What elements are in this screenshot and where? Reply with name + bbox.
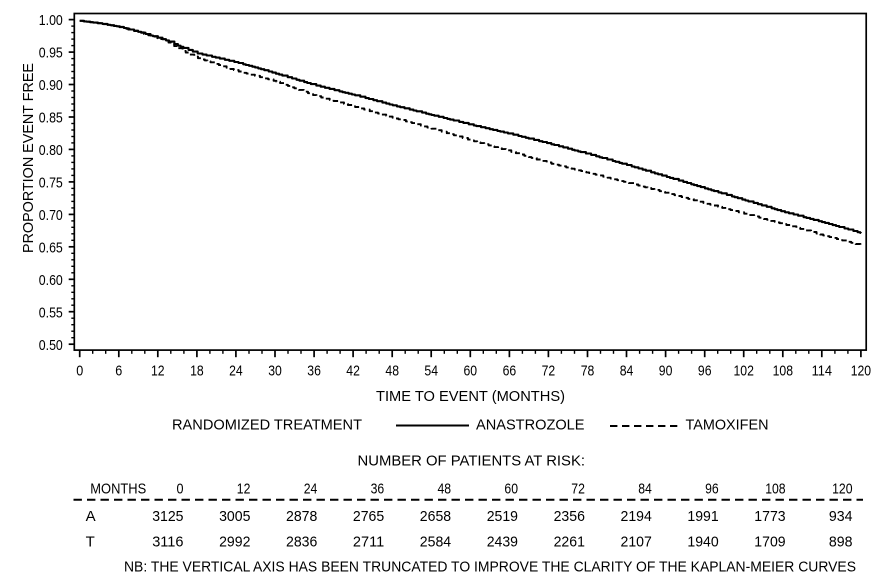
svg-text:2584: 2584 [420, 534, 451, 551]
svg-text:48: 48 [385, 363, 399, 380]
svg-text:2261: 2261 [554, 534, 585, 551]
svg-text:90: 90 [659, 363, 673, 380]
svg-text:30: 30 [268, 363, 282, 380]
svg-text:2107: 2107 [621, 534, 652, 551]
svg-text:12: 12 [237, 480, 251, 497]
svg-text:ANASTROZOLE: ANASTROZOLE [476, 416, 585, 433]
svg-text:0.95: 0.95 [39, 45, 63, 62]
svg-text:36: 36 [307, 363, 321, 380]
svg-text:0.70: 0.70 [39, 207, 63, 224]
svg-text:2765: 2765 [353, 508, 384, 525]
svg-text:108: 108 [773, 363, 793, 380]
svg-text:18: 18 [190, 363, 204, 380]
svg-text:PROPORTION EVENT FREE: PROPORTION EVENT FREE [20, 63, 37, 253]
svg-text:72: 72 [571, 480, 585, 497]
svg-text:NUMBER OF PATIENTS AT RISK:: NUMBER OF PATIENTS AT RISK: [358, 452, 586, 469]
svg-text:1940: 1940 [687, 534, 718, 551]
svg-text:60: 60 [464, 363, 478, 380]
svg-text:48: 48 [438, 480, 452, 497]
svg-text:78: 78 [581, 363, 595, 380]
svg-text:0.75: 0.75 [39, 175, 63, 192]
svg-text:2356: 2356 [554, 508, 585, 525]
svg-text:0.85: 0.85 [39, 110, 63, 127]
svg-text:120: 120 [832, 480, 852, 497]
svg-text:TAMOXIFEN: TAMOXIFEN [686, 416, 769, 433]
svg-text:0.50: 0.50 [39, 337, 63, 354]
svg-text:12: 12 [151, 363, 165, 380]
svg-text:120: 120 [851, 363, 871, 380]
svg-text:84: 84 [638, 480, 652, 497]
svg-text:TIME TO EVENT (MONTHS): TIME TO EVENT (MONTHS) [376, 388, 565, 405]
svg-text:A: A [86, 508, 96, 525]
svg-text:1773: 1773 [754, 508, 785, 525]
svg-text:114: 114 [812, 363, 832, 380]
svg-text:60: 60 [504, 480, 518, 497]
svg-text:0.65: 0.65 [39, 239, 63, 256]
svg-text:934: 934 [829, 508, 853, 525]
svg-text:1709: 1709 [754, 534, 785, 551]
svg-text:2439: 2439 [487, 534, 518, 551]
svg-text:3116: 3116 [152, 534, 183, 551]
svg-text:0.80: 0.80 [39, 142, 63, 159]
svg-text:RANDOMIZED TREATMENT: RANDOMIZED TREATMENT [172, 416, 362, 433]
svg-text:102: 102 [734, 363, 754, 380]
svg-text:96: 96 [698, 363, 712, 380]
svg-text:0.55: 0.55 [39, 304, 63, 321]
svg-text:898: 898 [829, 534, 853, 551]
svg-text:108: 108 [765, 480, 785, 497]
svg-text:NB: THE VERTICAL AXIS HAS BEEN: NB: THE VERTICAL AXIS HAS BEEN TRUNCATED… [124, 558, 856, 575]
svg-text:2836: 2836 [286, 534, 317, 551]
svg-text:2658: 2658 [420, 508, 451, 525]
svg-text:0: 0 [76, 363, 83, 380]
svg-text:1991: 1991 [687, 508, 718, 525]
svg-text:2711: 2711 [353, 534, 384, 551]
svg-text:2519: 2519 [487, 508, 518, 525]
svg-text:0.60: 0.60 [39, 272, 63, 289]
svg-text:84: 84 [620, 363, 634, 380]
svg-text:MONTHS: MONTHS [90, 480, 146, 497]
svg-text:6: 6 [115, 363, 122, 380]
svg-text:0.90: 0.90 [39, 77, 63, 94]
svg-text:36: 36 [371, 480, 385, 497]
svg-text:T: T [86, 534, 95, 551]
svg-text:66: 66 [503, 363, 517, 380]
svg-text:2992: 2992 [219, 534, 250, 551]
svg-text:96: 96 [705, 480, 719, 497]
svg-text:3125: 3125 [152, 508, 183, 525]
svg-text:24: 24 [229, 363, 243, 380]
svg-text:2194: 2194 [621, 508, 652, 525]
svg-text:24: 24 [304, 480, 318, 497]
svg-text:2878: 2878 [286, 508, 317, 525]
svg-text:1.00: 1.00 [39, 12, 63, 29]
svg-text:3005: 3005 [219, 508, 250, 525]
svg-text:42: 42 [346, 363, 360, 380]
svg-text:72: 72 [542, 363, 556, 380]
svg-text:0: 0 [177, 480, 184, 497]
svg-text:54: 54 [424, 363, 438, 380]
